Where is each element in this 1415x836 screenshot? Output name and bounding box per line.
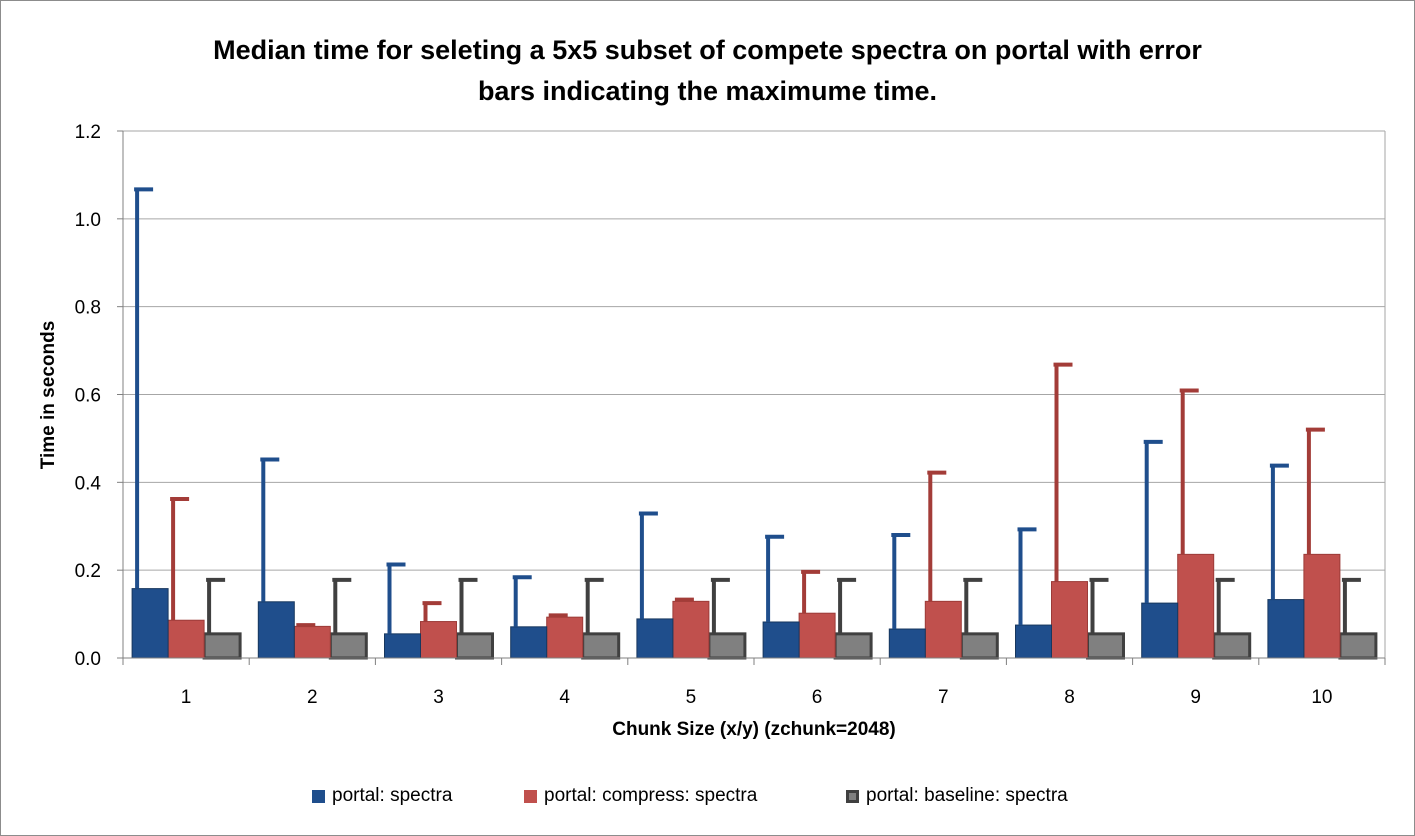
y-tick-label: 0.8	[75, 298, 101, 319]
bar	[420, 621, 457, 659]
x-tick-label: 2	[307, 687, 318, 708]
bar	[1338, 632, 1378, 660]
bar	[202, 632, 242, 660]
bar	[1177, 553, 1215, 659]
bar	[1051, 581, 1088, 659]
bar	[1267, 599, 1305, 659]
x-tick-label: 4	[559, 687, 570, 708]
x-tick-label: 1	[181, 687, 192, 708]
bar	[672, 600, 710, 659]
bar	[293, 625, 331, 659]
y-tick-label: 0.4	[75, 473, 102, 494]
bar	[1303, 553, 1341, 659]
chart-title-line-1: Median time for seleting a 5x5 subset of…	[213, 35, 1202, 65]
bar	[455, 632, 494, 660]
bar	[1015, 624, 1052, 659]
x-tick-label: 8	[1064, 687, 1075, 708]
bar	[924, 600, 962, 659]
y-tick-label: 0.0	[75, 649, 101, 670]
bar	[131, 588, 169, 659]
bar	[546, 616, 584, 659]
x-tick-label: 10	[1311, 687, 1332, 708]
legend-label-spectra: portal: spectra	[332, 785, 453, 806]
bar	[384, 633, 421, 659]
bar	[510, 626, 548, 659]
bar	[636, 618, 674, 659]
bar	[798, 612, 836, 659]
legend: portal: spectra portal: compress: spectr…	[0, 785, 1415, 811]
legend-swatch-spectra	[312, 789, 325, 803]
y-tick-label: 1.0	[75, 210, 101, 231]
bar	[888, 628, 926, 659]
x-axis-label: Chunk Size (x/y) (zchunk=2048)	[612, 719, 896, 740]
legend-item-spectra: portal: spectra	[312, 785, 452, 807]
y-tick-label: 0.2	[75, 561, 101, 582]
bar	[1141, 602, 1179, 659]
chart-title-line-2: bars indicating the maximume time.	[477, 76, 938, 106]
legend-swatch-baseline	[846, 789, 859, 803]
x-tick-label: 5	[686, 687, 697, 708]
legend-label-compress: portal: compress: spectra	[544, 785, 758, 806]
x-tick-label: 7	[938, 687, 949, 708]
bar	[959, 632, 999, 660]
y-tick-label: 1.2	[75, 122, 101, 143]
bar	[167, 619, 205, 659]
x-tick-label: 6	[812, 687, 823, 708]
chart-title: Median time for seleting a 5x5 subset of…	[100, 30, 1315, 112]
bar	[833, 632, 873, 660]
bar	[1212, 632, 1252, 660]
x-tick-label: 3	[433, 687, 444, 708]
y-axis-label: Time in seconds	[38, 320, 59, 470]
legend-swatch-compress	[524, 789, 537, 803]
legend-label-baseline: portal: baseline: spectra	[866, 785, 1068, 806]
legend-item-compress: portal: compress: spectra	[524, 785, 757, 807]
x-tick-label: 9	[1190, 687, 1201, 708]
bar	[762, 621, 800, 659]
y-tick-label: 0.6	[75, 386, 101, 407]
legend-item-baseline: portal: baseline: spectra	[846, 785, 1068, 807]
bar	[707, 632, 747, 660]
bar	[1086, 632, 1125, 660]
bar	[257, 601, 295, 659]
bar	[581, 632, 621, 660]
bar	[328, 632, 368, 660]
